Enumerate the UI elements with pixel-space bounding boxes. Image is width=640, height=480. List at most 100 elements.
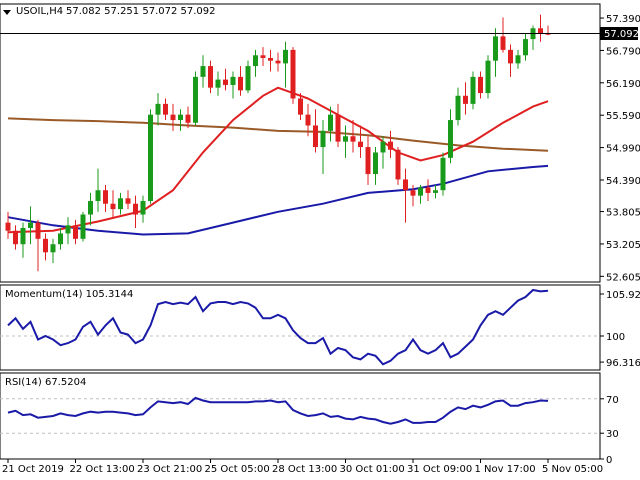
candle — [238, 66, 243, 96]
candle — [193, 71, 198, 126]
candle — [410, 184, 416, 207]
time-tick-label: 22 Oct 13:00 — [70, 464, 135, 475]
candle — [5, 211, 11, 239]
price-tick-label: 53.805 — [606, 208, 640, 219]
candle — [43, 233, 48, 261]
time-tick-label: 21 Oct 2019 — [2, 464, 64, 475]
candle — [20, 222, 26, 258]
candle-body — [193, 76, 198, 123]
momentum-axis: 105.9272 100 96.3162 — [600, 290, 640, 369]
sma-mid-line — [7, 117, 549, 152]
candle-body — [88, 201, 93, 215]
candle-body — [245, 66, 251, 91]
candle-body — [253, 55, 258, 67]
time-tick-label: 23 Oct 21:00 — [137, 464, 202, 475]
indicator-tick-label: 70 — [606, 395, 619, 406]
candle-body — [328, 114, 333, 131]
candle — [313, 109, 318, 153]
sma-slow-line — [7, 164, 549, 236]
candle-body — [28, 222, 33, 229]
time-tick-label: 1 Nov 17:00 — [475, 464, 536, 475]
candle-body — [478, 76, 483, 94]
candle — [448, 109, 453, 164]
candle-body — [80, 214, 86, 239]
candle — [395, 147, 401, 185]
candle — [343, 125, 348, 158]
candle-body — [260, 55, 266, 58]
candle-body — [200, 66, 206, 77]
candle-body — [268, 57, 273, 61]
candle — [200, 55, 206, 88]
candle — [58, 228, 63, 250]
candle-body — [410, 190, 416, 196]
candle — [65, 217, 71, 245]
candle — [140, 195, 146, 223]
candle — [373, 147, 378, 185]
ohlc-readout: 57.082 57.251 57.072 57.092 — [66, 6, 216, 17]
candle — [35, 219, 41, 272]
candle-body — [275, 60, 281, 64]
candle — [365, 136, 371, 185]
candle-body — [463, 95, 468, 104]
candle-body — [305, 114, 311, 126]
candle-body — [523, 39, 528, 56]
candle-body — [290, 49, 296, 99]
candle-body — [13, 230, 18, 245]
candle — [13, 225, 18, 250]
candle-body — [103, 190, 108, 204]
indicator-tick-label: 100 — [606, 332, 625, 343]
candle-body — [140, 201, 146, 215]
candle — [253, 49, 258, 77]
candle — [478, 71, 483, 99]
price-tick-label: 54.390 — [606, 176, 640, 187]
candle-body — [418, 187, 423, 196]
candle-body — [298, 98, 303, 115]
candle-body — [395, 149, 401, 180]
indicator-tick-label: 30 — [606, 429, 619, 440]
candle-body — [373, 152, 378, 175]
candle-body — [425, 187, 431, 193]
candle — [440, 152, 446, 196]
candle-body — [470, 76, 476, 104]
price-tick-label: 52.605 — [606, 272, 640, 283]
candle — [470, 71, 476, 110]
candle — [350, 120, 356, 153]
time-tick-label: 30 Oct 01:00 — [340, 464, 405, 475]
candle — [388, 130, 393, 158]
candle-body — [403, 179, 408, 191]
candle — [320, 120, 326, 175]
candle-body — [283, 49, 288, 64]
candle — [380, 136, 386, 169]
candle-body — [455, 95, 461, 121]
time-tick-label: 28 Oct 13:00 — [272, 464, 337, 475]
candle — [335, 103, 341, 148]
candle-body — [230, 76, 236, 85]
rsi-axis: 70 30 0 — [600, 395, 619, 466]
candle — [245, 60, 251, 94]
candle — [73, 219, 78, 245]
rsi-grid — [0, 398, 600, 434]
price-tick-label: 54.990 — [606, 144, 640, 155]
candle-body — [110, 203, 116, 210]
time-tick-label: 31 Oct 09:00 — [407, 464, 472, 475]
candle — [305, 103, 311, 137]
candle-body — [58, 233, 63, 245]
candle — [125, 190, 131, 210]
momentum-pane-frame — [0, 284, 601, 371]
candle — [95, 168, 101, 212]
candle — [283, 41, 288, 88]
candle — [178, 109, 183, 131]
candle-body — [320, 130, 326, 148]
candle — [328, 106, 333, 142]
rsi-pane-frame — [0, 372, 601, 460]
candle — [103, 184, 108, 212]
candle-body — [178, 114, 183, 121]
candle-body — [335, 114, 341, 142]
candle-body — [65, 225, 71, 234]
current-price-tag — [600, 27, 638, 40]
indicator-tick-label: 96.3162 — [606, 358, 640, 369]
collapse-arrow-icon[interactable] — [3, 10, 11, 15]
candle — [133, 195, 138, 229]
momentum-title: Momentum(14) 105.3144 — [5, 289, 133, 300]
